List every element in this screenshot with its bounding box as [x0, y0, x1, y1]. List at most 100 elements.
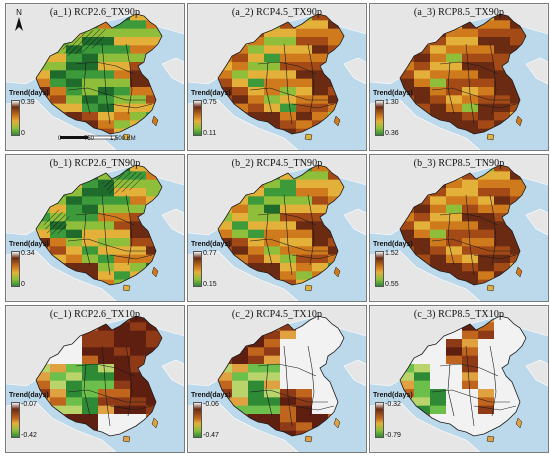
hainan-island: [304, 284, 313, 292]
legend-colorbar: [375, 402, 384, 438]
taiwan-island: [515, 417, 523, 429]
legend-title: Trend(days): [9, 90, 49, 97]
legend-title: Trend(days): [9, 241, 49, 248]
hainan-island: [122, 133, 131, 141]
scale-tick-label: 750: [84, 136, 95, 142]
legend: Trend(days) -0.32 -0.79: [373, 392, 433, 450]
map-svg: [188, 306, 366, 452]
china-outline: [399, 13, 527, 135]
province-boundary: [109, 405, 153, 411]
legend-max: 0.77: [203, 250, 217, 257]
legend: Trend(days) 1.52 0.55: [373, 241, 433, 299]
legend-min: 0.11: [203, 130, 217, 137]
china-outline: [399, 164, 527, 286]
legend-min: 0: [21, 130, 25, 137]
legend-max: 1.52: [385, 250, 399, 257]
legend-colorbar: [193, 402, 202, 438]
significance-hatch: [102, 171, 146, 195]
taiwan-island: [151, 115, 159, 127]
china-outline: [35, 315, 163, 437]
significance-hatch: [62, 28, 106, 56]
legend-title: Trend(days): [9, 392, 49, 399]
neighbor-land: [161, 208, 184, 236]
province-boundary: [265, 61, 273, 115]
legend-colorbar: [193, 100, 202, 136]
legend-max: 0.39: [21, 99, 35, 106]
legend-colorbar: [11, 251, 20, 287]
panel-title: (a_1) RCP2.6_TX90p: [49, 7, 141, 18]
province-boundary: [489, 345, 497, 417]
china-outline: [217, 13, 345, 135]
neighbor-land: [343, 208, 366, 236]
neighbor-land: [6, 250, 117, 301]
taiwan-island: [333, 115, 341, 127]
legend-min: 0.36: [385, 130, 399, 137]
province-boundary: [283, 345, 293, 427]
hainan-island: [304, 133, 313, 141]
province-boundary: [283, 43, 293, 125]
map-panel-b_3: (b_3) RCP8.5_TN90p Trend(days) 1.52 0.55: [369, 154, 549, 302]
taiwan-island: [151, 417, 159, 429]
province-boundary: [101, 345, 111, 427]
legend-title: Trend(days): [373, 392, 413, 399]
map-panel-c_1: (c_1) RCP2.6_TX10p Trend(days) -0.07 -0.42: [5, 305, 185, 453]
legend-title: Trend(days): [191, 392, 231, 399]
province-boundary: [283, 194, 293, 276]
legend-title: Trend(days): [373, 241, 413, 248]
province-boundary: [265, 212, 273, 266]
neighbor-land: [161, 57, 184, 85]
hainan-island: [122, 435, 131, 443]
china-outline: [217, 315, 345, 437]
legend-max: 0.34: [21, 250, 35, 257]
province-boundary: [447, 61, 455, 115]
province-boundary: [473, 254, 517, 260]
legend-title: Trend(days): [191, 241, 231, 248]
legend-colorbar: [375, 251, 384, 287]
legend-min: -0.47: [203, 432, 219, 439]
map-panel-a_3: (a_3) RCP8.5_TX90p Trend(days) 1.30 0.36: [369, 3, 549, 151]
map-panel-c_2: (c_2) RCP4.5_TX10p Trend(days) -0.06 -0.47: [187, 305, 367, 453]
province-boundary: [101, 43, 111, 125]
neighbor-land: [161, 359, 184, 387]
province-boundary: [489, 194, 497, 266]
scale-bar: 0 750 1,500 KM: [58, 128, 148, 146]
province-boundary: [109, 254, 153, 260]
map-svg: [188, 4, 366, 150]
legend-max: 0.75: [203, 99, 217, 106]
legend: Trend(days) 0.34 0: [9, 241, 69, 299]
hainan-island: [122, 284, 131, 292]
province-boundary: [125, 194, 133, 266]
legend-colorbar: [11, 100, 20, 136]
legend-max: 1.30: [385, 99, 399, 106]
province-boundary: [265, 363, 273, 417]
china-outline: [217, 164, 345, 286]
legend-colorbar: [193, 251, 202, 287]
neighbor-land: [525, 359, 548, 387]
map-panel-a_2: (a_2) RCP4.5_TX90p Trend(days) 0.75 0.11: [187, 3, 367, 151]
legend: Trend(days) 1.30 0.36: [373, 90, 433, 148]
map-svg: [188, 155, 366, 301]
province-boundary: [125, 43, 133, 115]
province-boundary: [465, 43, 475, 125]
scale-tick-label: 1,500 KM: [110, 136, 136, 142]
taiwan-island: [151, 266, 159, 278]
neighbor-land: [525, 57, 548, 85]
legend-colorbar: [375, 100, 384, 136]
legend: Trend(days) 0.39 0: [9, 90, 69, 148]
map-svg: [370, 4, 548, 150]
legend-min: -0.79: [385, 432, 401, 439]
panel-title: (a_2) RCP4.5_TX90p: [231, 7, 323, 18]
north-arrow-icon: N: [13, 7, 25, 33]
china-outline: [35, 164, 163, 286]
hainan-island: [486, 133, 495, 141]
neighbor-land: [188, 250, 299, 301]
province-boundary: [83, 212, 91, 266]
map-panel-c_3: (c_3) RCP8.5_TX10p Trend(days) -0.32 -0.79: [369, 305, 549, 453]
map-panel-b_2: (b_2) RCP4.5_TN90p Trend(days) 0.77 0.15: [187, 154, 367, 302]
legend-min: 0.55: [385, 281, 399, 288]
neighbor-land: [370, 99, 481, 150]
hainan-island: [486, 435, 495, 443]
neighbor-land: [370, 250, 481, 301]
svg-text:N: N: [16, 8, 22, 17]
